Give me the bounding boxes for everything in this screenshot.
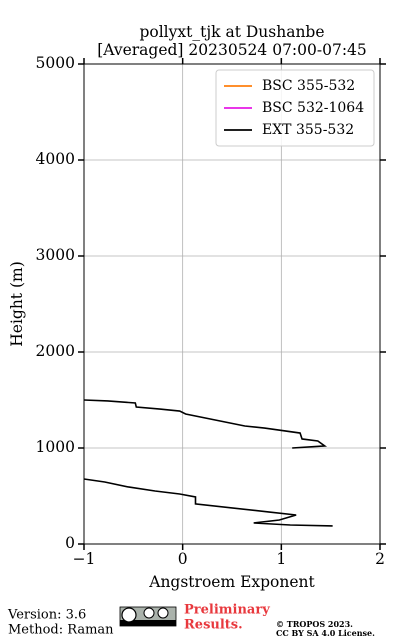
legend: BSC 355-532 BSC 532-1064 EXT 355-532	[215, 69, 375, 147]
chart-title: [Averaged] 20230524 07:00-07:45	[97, 41, 367, 59]
copyright: © TROPOS 2023.	[276, 619, 353, 629]
x-tick-label: −1	[73, 550, 96, 568]
x-tick-label: 0	[178, 550, 188, 568]
method: Method: Raman	[8, 623, 114, 638]
legend-label: EXT 355-532	[262, 122, 354, 138]
x-tick-label: 2	[375, 550, 385, 568]
y-tick-label: 3000	[36, 246, 75, 264]
x-tick-label: 1	[276, 550, 286, 568]
y-tick-label: 4000	[36, 150, 75, 168]
y-tick-label: 5000	[36, 54, 75, 72]
y-tick-label: 1000	[36, 438, 75, 456]
x-axis-label: Angstroem Exponent	[148, 573, 315, 591]
notice: Preliminary	[184, 603, 270, 618]
legend-label: BSC 355-532	[262, 78, 355, 94]
copyright: CC BY SA 4.0 License.	[276, 628, 375, 638]
y-tick-label: 0	[65, 534, 75, 552]
y-axis-label: Height (m)	[8, 261, 26, 347]
legend-label: BSC 532-1064	[262, 100, 364, 116]
cc-badge	[119, 606, 177, 627]
notice: Results.	[184, 618, 243, 633]
data-line	[83, 399, 333, 527]
legend-box	[215, 69, 375, 147]
version: Version: 3.6	[7, 608, 86, 623]
chart-title: pollyxt_tjk at Dushanbe	[139, 23, 324, 41]
plot-frame	[83, 63, 381, 545]
y-tick-label: 2000	[36, 342, 75, 360]
